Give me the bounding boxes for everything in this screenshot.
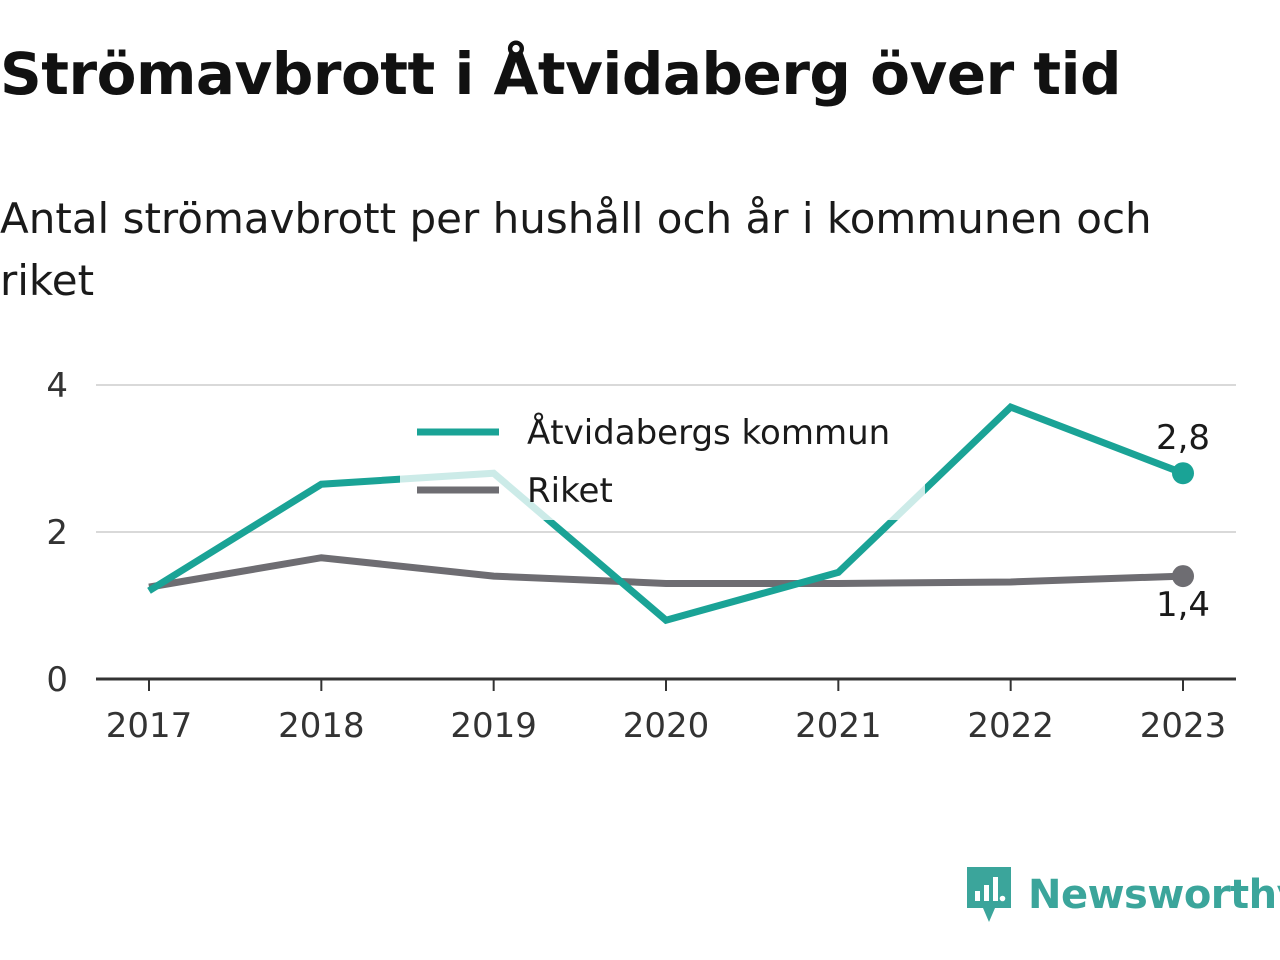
x-axis: 2017 2018 2019 2020 2021 2022 2023 bbox=[96, 677, 1236, 746]
newsworthy-logo: Newsworthy bbox=[964, 864, 1280, 926]
y-tick-label: 2 bbox=[46, 513, 68, 553]
series-end-label-1: 1,4 bbox=[1156, 585, 1210, 625]
legend: Åtvidabergs kommun Riket bbox=[400, 400, 925, 520]
series-line-1 bbox=[148, 554, 1184, 591]
legend-label-1: Riket bbox=[527, 471, 613, 511]
line-chart: 024 2017 2018 2019 2020 2021 2022 2023 1,42,8 … bbox=[46, 366, 1236, 746]
x-tick-label: 2021 bbox=[795, 706, 882, 746]
chart-title: Strömavbrott i Åtvidaberg över tid bbox=[0, 40, 1122, 108]
chart-subtitle: Antal strömavbrott per hushåll och år i … bbox=[0, 194, 1152, 305]
x-tick-label: 2017 bbox=[106, 706, 193, 746]
x-tick-label: 2019 bbox=[450, 706, 537, 746]
y-tick-label: 0 bbox=[46, 660, 68, 700]
x-tick-label: 2022 bbox=[967, 706, 1054, 746]
legend-label-0: Åtvidabergs kommun bbox=[527, 412, 890, 453]
x-tick-label: 2018 bbox=[278, 706, 365, 746]
newsworthy-chart-bubble-icon bbox=[967, 867, 1011, 922]
legend-background bbox=[400, 400, 925, 520]
series-end-marker-1 bbox=[1172, 565, 1194, 588]
x-tick-label: 2023 bbox=[1140, 706, 1227, 746]
series-end-label-0: 2,8 bbox=[1156, 418, 1210, 458]
grid-lines: 0 2 4 bbox=[46, 366, 1236, 700]
y-tick-label: 4 bbox=[46, 366, 68, 406]
brand-name: Newsworthy bbox=[1028, 872, 1280, 918]
series-line-0 bbox=[147, 402, 1185, 625]
x-tick-label: 2020 bbox=[623, 706, 710, 746]
series-end-marker-0 bbox=[1172, 462, 1194, 485]
series-lines: 1,4 2,8 bbox=[147, 402, 1210, 625]
